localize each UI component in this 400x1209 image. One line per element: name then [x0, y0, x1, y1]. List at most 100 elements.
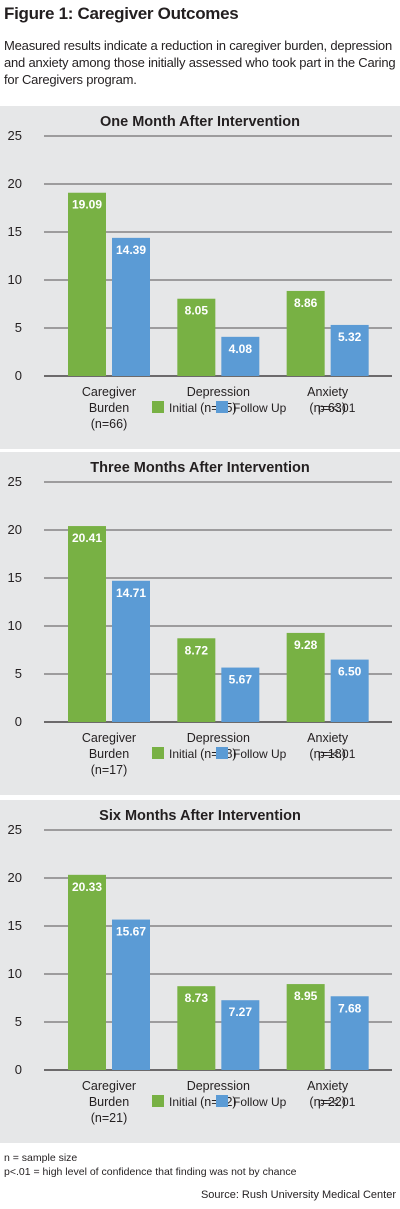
bar-follow-up	[112, 919, 150, 1070]
category-label: Caregiver	[82, 385, 136, 399]
category-label: Anxiety	[307, 731, 349, 745]
y-tick-label: 5	[15, 666, 22, 681]
data-label: 8.05	[185, 304, 209, 318]
category-label: (n=18)	[309, 747, 345, 761]
chart-title: Three Months After Intervention	[90, 460, 309, 476]
chart-title: One Month After Intervention	[100, 114, 300, 130]
legend-swatch-follow-up	[216, 747, 228, 759]
y-tick-label: 15	[8, 224, 22, 239]
y-tick-label: 15	[8, 918, 22, 933]
bar-follow-up	[330, 324, 369, 376]
chart-panel-six-months: Six Months After Intervention 0 5 10 15 20 25 2…	[0, 800, 400, 1143]
legend-label: Initial	[169, 1095, 197, 1109]
category-label: Anxiety	[307, 385, 349, 399]
bar-initial	[286, 984, 325, 1070]
category-label: Depression	[187, 1079, 250, 1093]
bar-initial	[286, 632, 325, 722]
legend-label: Initial	[169, 747, 197, 761]
data-label: 19.09	[72, 198, 102, 212]
chart-svg: Three Months After Intervention 0 5 10 15 20 2…	[8, 460, 392, 777]
y-tick-label: 10	[8, 966, 22, 981]
data-label: 5.67	[229, 673, 253, 687]
footnotes: n = sample size p<.01 = high level of co…	[4, 1151, 296, 1179]
data-label: 8.86	[294, 296, 318, 310]
y-tick-label: 20	[8, 522, 22, 537]
data-label: 5.32	[338, 330, 362, 344]
data-label: 8.73	[185, 991, 209, 1005]
bar-initial	[286, 290, 325, 376]
y-tick-label: 25	[8, 474, 22, 489]
y-tick-label: 25	[8, 128, 22, 143]
y-tick-label: 0	[15, 714, 22, 729]
footnote-sample-size: n = sample size	[4, 1152, 78, 1164]
data-label: 6.50	[338, 665, 362, 679]
y-tick-label: 20	[8, 870, 22, 885]
category-label: (n=66)	[91, 417, 127, 431]
category-label: Anxiety	[307, 1079, 349, 1093]
legend-label: Follow Up	[233, 401, 287, 415]
legend-label: Follow Up	[233, 747, 287, 761]
chart-svg: Six Months After Intervention 0 5 10 15 20 25 2…	[8, 808, 392, 1125]
y-tick-label: 15	[8, 570, 22, 585]
bar-initial	[68, 526, 106, 722]
chart-svg: One Month After Intervention 0 5 10 15 20 25 19…	[8, 114, 392, 431]
significance-note: p=<.01	[318, 1095, 356, 1109]
bar-follow-up	[112, 580, 150, 722]
category-label: Burden	[89, 401, 129, 415]
y-tick-label: 20	[8, 176, 22, 191]
category-label: Burden	[89, 747, 129, 761]
footnote-p-value: p<.01 = high level of confidence that fi…	[4, 1166, 297, 1178]
bar-initial	[177, 638, 216, 722]
category-label: Burden	[89, 1095, 129, 1109]
bar-follow-up	[221, 667, 260, 722]
category-label: Depression	[187, 385, 250, 399]
legend-label: Initial	[169, 401, 197, 415]
category-label: Caregiver	[82, 1079, 136, 1093]
data-label: 7.68	[338, 1001, 362, 1015]
bar-follow-up	[112, 237, 150, 376]
figure-title: Figure 1: Caregiver Outcomes	[4, 4, 239, 23]
category-label: (n=21)	[91, 1111, 127, 1125]
bar-initial	[177, 298, 216, 376]
bar-follow-up	[221, 336, 260, 376]
legend-swatch-initial	[152, 747, 164, 759]
chart-title: Six Months After Intervention	[99, 808, 301, 824]
bar-initial	[68, 192, 106, 376]
bar-initial	[177, 986, 216, 1070]
data-label: 8.95	[294, 989, 318, 1003]
legend-swatch-initial	[152, 401, 164, 413]
data-label: 20.41	[72, 531, 102, 545]
data-label: 4.08	[229, 342, 253, 356]
y-tick-label: 0	[15, 1062, 22, 1077]
chart-panel-three-months: Three Months After Intervention 0 5 10 15 20 2…	[0, 452, 400, 795]
data-label: 9.28	[294, 638, 318, 652]
bar-follow-up	[221, 1000, 260, 1070]
figure-subtitle: Measured results indicate a reduction in…	[4, 38, 396, 87]
source-credit: Source: Rush University Medical Center	[200, 1189, 396, 1201]
data-label: 8.72	[185, 643, 209, 657]
bar-follow-up	[330, 659, 369, 722]
bar-follow-up	[330, 996, 369, 1070]
significance-note: p=<.01	[318, 401, 356, 415]
y-tick-label: 10	[8, 618, 22, 633]
significance-note: p=<.01	[318, 747, 356, 761]
chart-panel-one-month: One Month After Intervention 0 5 10 15 20 25 19…	[0, 106, 400, 449]
category-label: Depression	[187, 731, 250, 745]
y-tick-label: 5	[15, 1014, 22, 1029]
legend-swatch-initial	[152, 1095, 164, 1107]
legend-swatch-follow-up	[216, 1095, 228, 1107]
data-label: 15.67	[116, 925, 146, 939]
legend-label: Follow Up	[233, 1095, 287, 1109]
data-label: 14.39	[116, 243, 146, 257]
data-label: 7.27	[229, 1005, 253, 1019]
y-tick-label: 10	[8, 272, 22, 287]
data-label: 20.33	[72, 880, 102, 894]
bar-initial	[68, 874, 106, 1070]
legend-swatch-follow-up	[216, 401, 228, 413]
category-label: Caregiver	[82, 731, 136, 745]
y-tick-label: 0	[15, 368, 22, 383]
y-tick-label: 5	[15, 320, 22, 335]
data-label: 14.71	[116, 586, 146, 600]
category-label: (n=22)	[309, 1095, 345, 1109]
y-tick-label: 25	[8, 822, 22, 837]
